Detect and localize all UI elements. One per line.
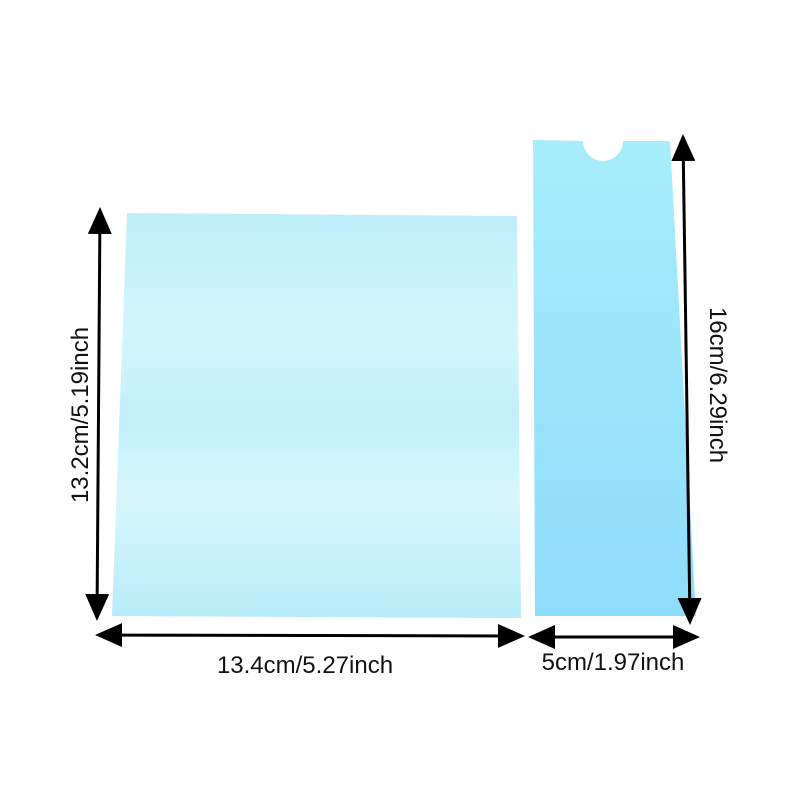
left-sheet <box>112 213 521 618</box>
left-width-label: 13.4cm/5.27inch <box>217 652 393 679</box>
right-strip <box>533 140 696 616</box>
right-width-label: 5cm/1.97inch <box>542 649 685 676</box>
left-width-arrow <box>95 623 525 648</box>
left-height-label: 13.2cm/5.19inch <box>67 327 94 503</box>
left-height-arrow <box>85 207 112 621</box>
right-height-label: 16cm/6.29inch <box>704 307 731 463</box>
right-height-arrow <box>671 134 702 625</box>
